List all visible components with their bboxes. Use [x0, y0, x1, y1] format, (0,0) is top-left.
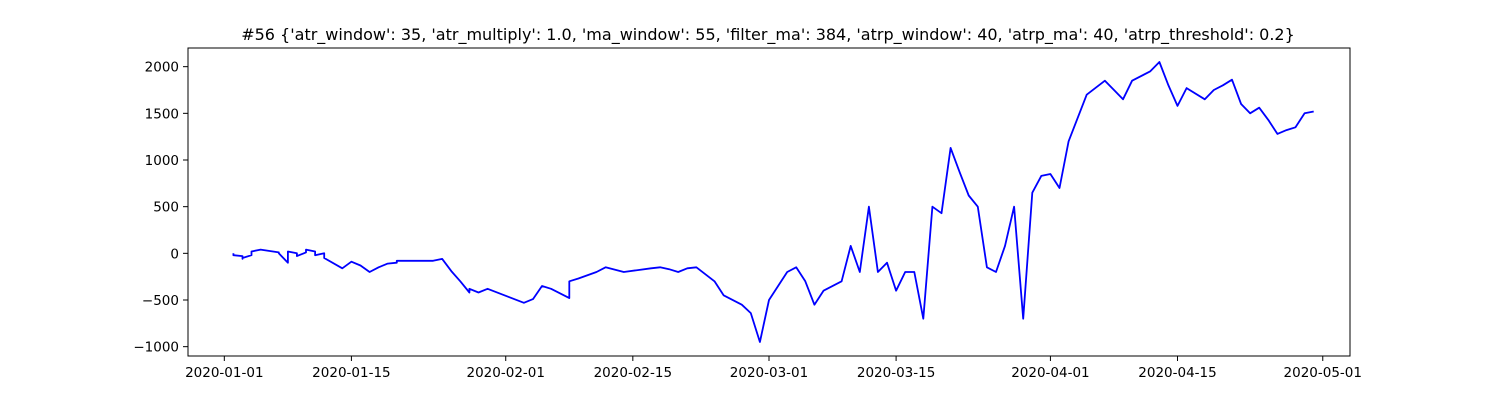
x-tick-label: 2020-04-15 [1138, 365, 1216, 381]
y-tick-label: 1000 [145, 153, 179, 169]
x-tick-label: 2020-03-15 [857, 365, 935, 381]
x-tick-label: 2020-03-01 [730, 365, 808, 381]
y-tick-label: −1000 [133, 340, 179, 356]
x-tick-label: 2020-01-01 [185, 365, 263, 381]
x-tick-label: 2020-04-01 [1011, 365, 1089, 381]
x-tick-label: 2020-02-15 [594, 365, 672, 381]
y-tick-label: 2000 [145, 60, 179, 76]
x-tick-label: 2020-05-01 [1284, 365, 1362, 381]
chart-title: #56 {'atr_window': 35, 'atr_multiply': 1… [241, 25, 1295, 45]
y-tick-label: 500 [153, 200, 179, 216]
x-axis: 2020-01-01 2020-01-15 2020-02-01 2020-02-15… [185, 356, 1362, 381]
series-layer [232, 61, 1314, 343]
y-tick-label: −500 [142, 293, 179, 309]
y-axis: −1000 −500 0 500 1000 1500 2000 [133, 60, 188, 356]
plot-area-border [187, 47, 1351, 357]
y-tick-label: 0 [170, 246, 179, 262]
y-tick-label: 1500 [145, 106, 179, 122]
x-tick-label: 2020-01-15 [312, 365, 390, 381]
series-line-0 [232, 61, 1314, 343]
axes-frame [187, 47, 1351, 357]
x-tick-label: 2020-02-01 [467, 365, 545, 381]
